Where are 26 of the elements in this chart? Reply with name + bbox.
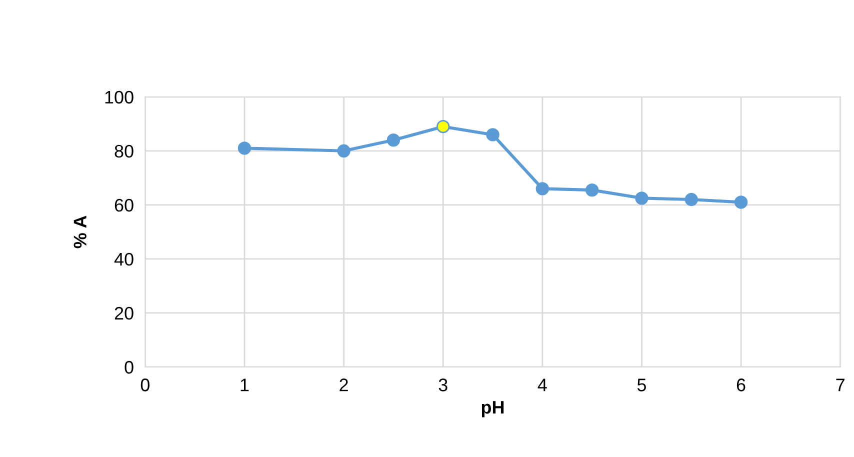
point	[386, 134, 400, 147]
point	[486, 128, 500, 142]
x-tick-label: 0	[140, 378, 150, 392]
x-axis-title: pH	[482, 401, 504, 418]
y-tick-label: 80	[114, 144, 134, 158]
y-tick-label: 60	[114, 198, 134, 212]
point	[536, 182, 550, 196]
x-tick-label: 4	[538, 378, 547, 392]
y-tick-label: 100	[105, 90, 134, 104]
point	[734, 196, 748, 209]
y-axis-title: % A	[74, 216, 86, 248]
x-tick-label: 2	[340, 378, 348, 392]
x-tick-label: 1	[240, 378, 249, 392]
y-tick-label: 40	[114, 252, 134, 266]
point	[337, 144, 350, 158]
y-tick-label: 0	[124, 360, 134, 374]
y-tick-label: 20	[114, 306, 134, 320]
x-tick-label: 7	[836, 378, 844, 392]
point	[684, 192, 698, 206]
point	[436, 120, 450, 134]
x-tick-label: 5	[637, 378, 646, 392]
point	[238, 142, 252, 155]
point	[585, 183, 599, 197]
point	[635, 192, 648, 205]
x-tick-label: 3	[438, 378, 448, 392]
x-tick-label: 6	[736, 378, 746, 392]
